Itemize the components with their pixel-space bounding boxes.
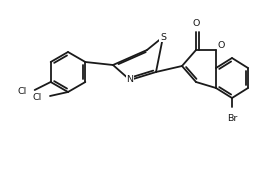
Text: Cl: Cl [18, 88, 27, 97]
Text: N: N [127, 75, 133, 84]
Text: O: O [218, 42, 225, 51]
Text: Cl: Cl [33, 93, 42, 102]
Text: S: S [160, 33, 166, 42]
Text: Br: Br [227, 114, 237, 123]
Text: O: O [192, 19, 200, 28]
